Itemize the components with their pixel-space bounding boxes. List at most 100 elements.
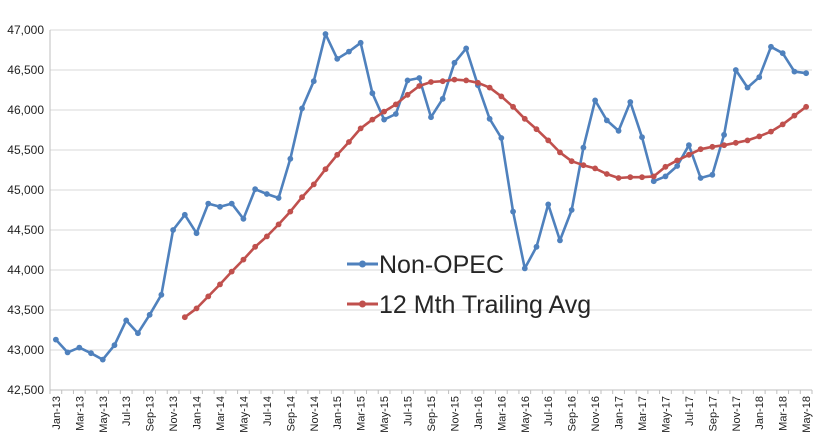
data-point	[416, 83, 423, 89]
data-point	[650, 178, 657, 185]
data-point	[592, 97, 599, 104]
data-point	[545, 137, 552, 144]
data-point	[322, 31, 329, 37]
legend-label-non-opec: Non-OPEC	[379, 251, 504, 279]
data-point	[521, 115, 528, 122]
x-tick-label: Jul-14	[262, 396, 274, 426]
data-point	[686, 151, 692, 158]
data-point	[756, 74, 763, 81]
x-tick-label: Sep-13	[145, 396, 157, 431]
data-point	[791, 68, 798, 75]
y-tick-label: 47,000	[7, 23, 44, 37]
data-point	[252, 243, 259, 250]
x-tick-label: Mar-18	[778, 396, 790, 431]
data-point	[510, 103, 516, 110]
data-point	[709, 171, 716, 178]
data-point	[299, 194, 305, 201]
data-point	[346, 48, 352, 55]
series	[52, 31, 810, 363]
data-point	[99, 356, 106, 363]
data-point	[181, 314, 188, 321]
data-point	[334, 151, 341, 158]
data-point	[135, 330, 141, 337]
data-point	[416, 75, 423, 81]
legend-marker-non-opec	[359, 260, 366, 268]
x-tick-label: Nov-14	[309, 396, 321, 431]
data-point	[779, 121, 786, 128]
x-tick-label: Mar-14	[215, 396, 227, 431]
x-tick-label: Mar-13	[74, 396, 86, 431]
x-tick-label: Jul-17	[684, 396, 696, 426]
data-point	[674, 163, 681, 169]
data-point	[52, 336, 59, 343]
data-point	[486, 84, 493, 91]
data-point	[428, 79, 434, 85]
data-point	[568, 207, 575, 213]
x-tick-label: Nov-13	[168, 396, 180, 431]
data-point	[521, 265, 528, 272]
data-point	[228, 200, 235, 207]
data-point	[803, 103, 810, 110]
y-tick-label: 44,500	[7, 223, 44, 237]
data-point	[791, 112, 798, 119]
data-point	[381, 116, 388, 123]
data-point	[451, 59, 458, 66]
data-point	[310, 181, 317, 188]
x-tick-label: Nov-15	[449, 396, 461, 431]
data-point	[568, 158, 575, 165]
x-tick-label: May-18	[801, 396, 813, 433]
data-point	[603, 117, 610, 124]
data-point	[275, 195, 282, 201]
data-point	[428, 114, 434, 121]
x-tick-label: Sep-15	[426, 396, 438, 431]
data-point	[170, 227, 176, 233]
x-tick-label: Jan-15	[332, 396, 344, 430]
y-tick-label: 43,000	[7, 343, 44, 357]
legend-label-trailing-avg: 12 Mth Trailing Avg	[379, 291, 591, 319]
data-point	[404, 91, 411, 98]
data-point	[662, 163, 669, 170]
data-point	[557, 237, 563, 244]
data-point	[650, 173, 657, 180]
data-point	[545, 201, 552, 208]
data-point	[697, 175, 704, 181]
data-point	[510, 208, 516, 215]
data-point	[111, 342, 118, 349]
data-point	[369, 90, 376, 97]
legend-marker-trailing-avg	[359, 300, 366, 308]
data-point	[346, 139, 352, 145]
data-point	[732, 67, 739, 73]
data-point	[181, 211, 188, 218]
data-point	[240, 215, 247, 222]
x-tick-label: May-15	[379, 396, 391, 433]
data-point	[275, 221, 282, 228]
x-tick-label: May-17	[660, 396, 672, 433]
legend: Non-OPEC 12 Mth Trailing Avg	[347, 251, 591, 319]
x-tick-label: May-13	[98, 396, 110, 433]
data-point	[533, 126, 540, 133]
data-point	[357, 39, 364, 46]
data-point	[686, 142, 692, 149]
x-tick-label: Jul-15	[403, 396, 415, 426]
x-tick-label: Jan-17	[614, 396, 626, 430]
data-point	[627, 174, 634, 181]
y-tick-label: 46,500	[7, 63, 44, 77]
data-point	[486, 115, 493, 122]
series-group	[181, 76, 810, 321]
x-tick-label: Jan-13	[51, 396, 63, 430]
data-point	[498, 135, 505, 141]
x-tick-label: Jan-18	[754, 396, 766, 430]
data-point	[322, 166, 329, 173]
y-tick-labels: 42,500 43,000 43,500 44,000 44,500 45,000 45,5…	[7, 23, 44, 397]
data-point	[334, 55, 341, 62]
data-point	[721, 142, 727, 149]
data-point	[463, 45, 470, 52]
x-tick-labels: Jan-13 Mar-13 May-13 Jul-13 Sep-13 Nov-13 Jan-…	[51, 396, 813, 433]
data-point	[381, 108, 388, 115]
data-point	[217, 203, 223, 210]
data-point	[580, 162, 587, 169]
data-point	[592, 165, 599, 172]
data-point	[627, 99, 634, 105]
